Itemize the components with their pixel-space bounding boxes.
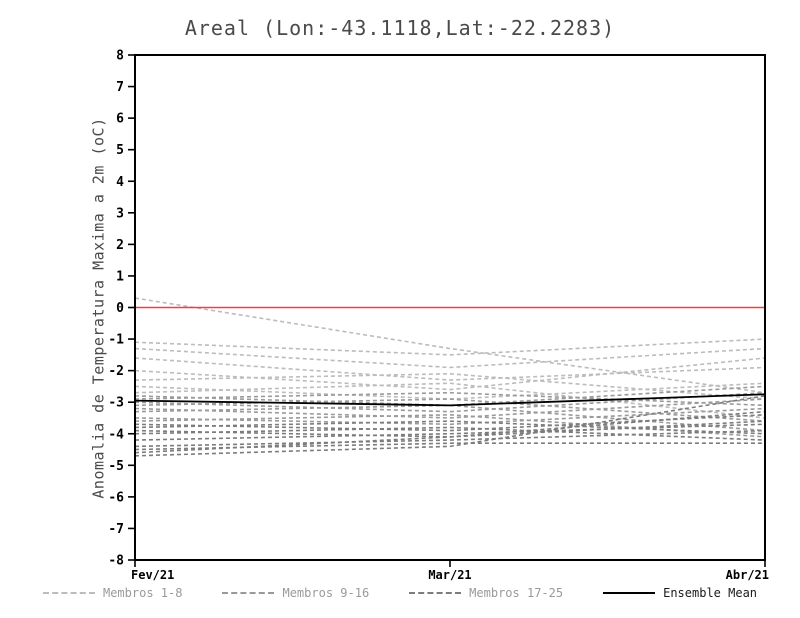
legend-label: Membros 9-16 (282, 586, 370, 600)
legend-dashed-line-sample (42, 592, 95, 594)
member-line (134, 372, 766, 400)
member-line (134, 426, 766, 441)
member-line (134, 410, 766, 454)
y-tick-label: -7 (108, 522, 124, 537)
legend-item: Membros 9-16 (222, 586, 369, 600)
legend-solid-line-sample (603, 592, 656, 594)
x-tick-label: Mar/21 (428, 568, 471, 582)
legend-label: Membros 1-8 (102, 586, 183, 600)
y-tick-label: 8 (116, 49, 124, 64)
member-line (134, 407, 766, 426)
member-line (134, 429, 766, 448)
x-tick-label: Fev/21 (131, 568, 174, 582)
legend-item: Ensemble Mean (603, 586, 757, 600)
member-line (134, 420, 766, 435)
member-line (134, 391, 766, 413)
y-tick-label: -6 (108, 490, 124, 505)
y-tick-label: -3 (108, 396, 124, 411)
y-tick-label: -5 (108, 459, 124, 474)
ensemble-mean-line (134, 393, 766, 407)
member-line (134, 382, 766, 419)
y-tick-label: 2 (116, 238, 124, 253)
y-tick-label: -1 (108, 333, 124, 348)
legend-label: Ensemble Mean (663, 586, 758, 600)
legend-item: Membros 1-8 (42, 586, 183, 600)
member-line (134, 297, 766, 394)
y-tick-label: 5 (116, 143, 124, 158)
y-tick-label: 3 (116, 206, 124, 221)
y-tick-label: -8 (108, 554, 124, 569)
legend-label: Membros 17-25 (469, 586, 564, 600)
legend-dashed-line-sample (409, 592, 462, 594)
y-tick-label: 6 (116, 112, 124, 127)
member-line (134, 395, 766, 457)
chart-legend: Membros 1-8 Membros 9-16 Membros 17-25 Ense… (0, 586, 800, 600)
x-tick-label: Abr/21 (726, 568, 769, 582)
member-line (134, 347, 766, 369)
member-line (134, 357, 766, 381)
y-tick-label: 4 (116, 175, 124, 190)
legend-item: Membros 17-25 (409, 586, 563, 600)
chart-title: Areal (Lon:-43.1118,Lat:-22.2283) (184, 16, 616, 40)
y-tick-label: 0 (116, 301, 124, 316)
y-tick-label: -4 (108, 427, 124, 442)
y-tick-label: -2 (108, 364, 124, 379)
y-tick-label: 7 (116, 80, 124, 95)
member-line (134, 357, 766, 391)
member-line (134, 423, 766, 441)
y-tick-label: 1 (116, 269, 124, 284)
legend-dashed-line-sample (222, 592, 275, 594)
member-line (134, 398, 766, 419)
member-line (134, 391, 766, 407)
member-line (134, 338, 766, 356)
